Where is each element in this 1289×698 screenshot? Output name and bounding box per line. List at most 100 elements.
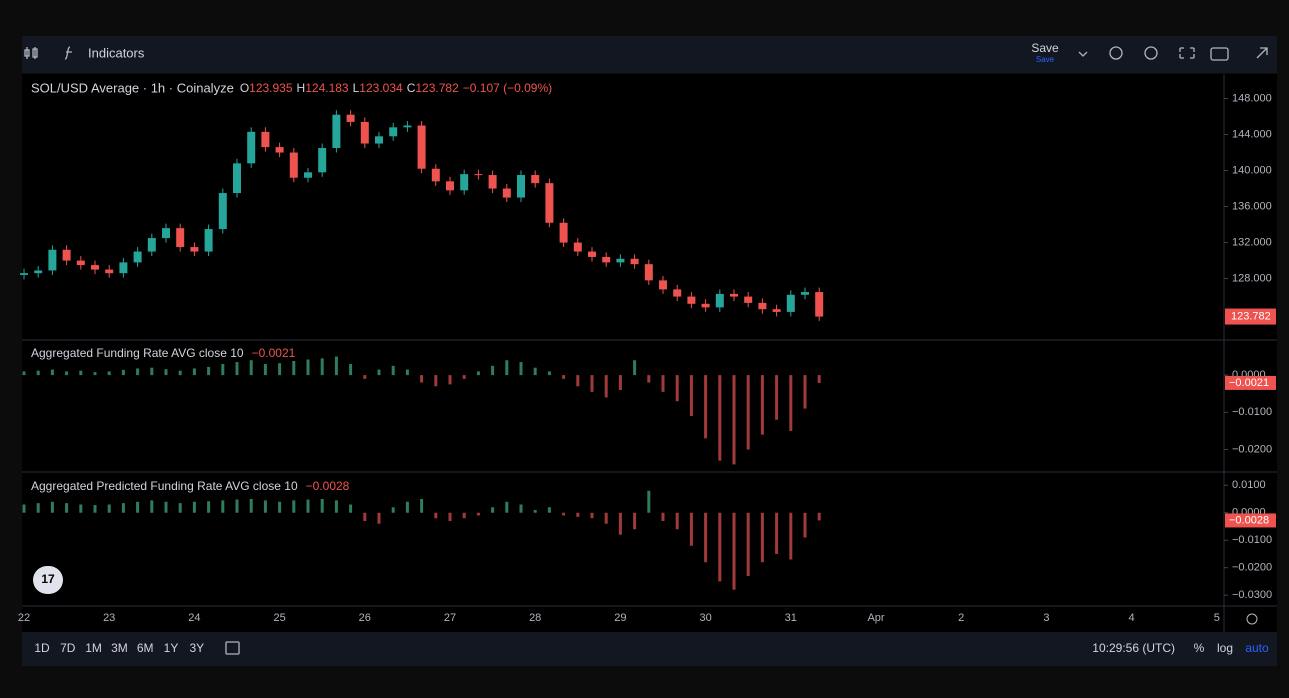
histogram-bar	[476, 512, 480, 516]
candle-body	[531, 175, 540, 184]
ohlc-value: 123.782	[415, 81, 459, 95]
range-button[interactable]: 1M	[85, 641, 102, 655]
candle-body	[431, 168, 440, 182]
candle-body	[573, 242, 582, 252]
x-tick-label: 23	[103, 612, 115, 624]
x-tick-label: 3	[1043, 612, 1049, 624]
histogram-bar	[207, 366, 211, 376]
ohlc-key: C	[407, 81, 416, 95]
y-tick-label: −0.0100	[1232, 406, 1272, 418]
histogram-bar	[760, 512, 764, 563]
candle-body	[48, 249, 57, 271]
histogram-bar	[334, 500, 338, 513]
candle-body	[616, 258, 625, 263]
range-button[interactable]: 3M	[111, 641, 128, 655]
histogram-bar	[491, 507, 495, 513]
histogram-bar	[22, 504, 26, 513]
axis-settings[interactable]	[1246, 613, 1258, 625]
histogram-bar	[647, 490, 651, 513]
bottom-toolbar	[22, 632, 1277, 666]
histogram-bar	[704, 375, 708, 439]
share-icon[interactable]	[1256, 47, 1268, 59]
chart-type-icon[interactable]	[24, 47, 38, 59]
histogram-bar	[363, 512, 367, 521]
candle-body	[786, 294, 795, 312]
toolbar-icons	[24, 46, 1268, 655]
candle-body	[162, 228, 170, 239]
histogram-bar	[391, 365, 395, 376]
histogram-bar	[136, 501, 140, 513]
save-status: Save	[1036, 55, 1055, 64]
top-toolbar	[22, 36, 1277, 73]
histogram-bar	[93, 372, 97, 376]
range-button[interactable]: 1Y	[164, 641, 179, 655]
range-button[interactable]: 6M	[137, 641, 154, 655]
candle-body	[588, 251, 596, 257]
chart-area	[22, 74, 1277, 632]
histogram-bar	[349, 363, 353, 376]
candle-body	[176, 228, 185, 248]
search-icon[interactable]	[1109, 46, 1123, 60]
ohlc-key: O	[240, 81, 249, 95]
histogram-bar	[448, 512, 452, 521]
histogram-bar	[633, 360, 637, 376]
histogram-bar	[192, 368, 196, 376]
candle-body	[488, 175, 497, 189]
candle-body	[602, 256, 611, 263]
histogram-bar	[491, 365, 495, 376]
candle-body	[261, 131, 270, 148]
candle-body	[474, 174, 483, 176]
candle-body	[247, 131, 256, 164]
fx-icon[interactable]	[64, 46, 72, 60]
log-toggle[interactable]: log	[1217, 641, 1233, 655]
x-tick-label: 24	[188, 612, 200, 624]
candle-body	[275, 147, 284, 153]
histogram-bar	[292, 500, 296, 513]
indicators-button[interactable]: Indicators	[88, 45, 145, 60]
x-tick-label: 25	[273, 612, 285, 624]
histogram-bar	[22, 371, 26, 376]
camera-icon[interactable]	[1210, 47, 1229, 61]
candle-body	[360, 121, 369, 144]
auto-toggle[interactable]: auto	[1245, 641, 1269, 655]
histogram-bar	[462, 375, 466, 379]
range-button[interactable]: 1D	[34, 641, 50, 655]
histogram-bar	[292, 360, 296, 376]
y-tick-label: 144.000	[1232, 128, 1272, 140]
histogram-bar	[562, 375, 566, 379]
range-button[interactable]: 3Y	[189, 641, 204, 655]
histogram-bar	[178, 503, 182, 513]
save-button[interactable]: Save	[1031, 41, 1059, 55]
histogram-bar	[36, 503, 40, 513]
histogram-bar	[789, 512, 793, 560]
histogram-bar	[263, 500, 267, 513]
candle-body	[233, 163, 241, 194]
histogram-bar	[519, 362, 523, 376]
histogram-bar	[278, 363, 282, 376]
y-tick-label: −0.0200	[1232, 562, 1272, 574]
candle-body	[801, 292, 809, 295]
tv-logo[interactable]	[33, 566, 63, 594]
candle-body	[559, 222, 568, 243]
x-tick-label: Apr	[867, 612, 884, 624]
histogram-bar	[50, 369, 54, 376]
fullscreen-icon[interactable]	[1179, 47, 1195, 59]
candle-body	[133, 251, 142, 263]
date-range-icon[interactable]	[225, 641, 240, 655]
histogram-bar	[519, 504, 523, 513]
histogram-bar	[50, 501, 54, 513]
histogram-bar	[391, 507, 395, 513]
candle-body	[687, 296, 696, 304]
range-button[interactable]: 7D	[60, 641, 76, 655]
candle-body	[659, 280, 667, 290]
histogram-bar	[718, 375, 722, 461]
change: −0.107 (−0.09%)	[463, 81, 552, 95]
save-menu[interactable]	[1078, 51, 1088, 57]
settings-icon[interactable]	[1144, 46, 1158, 60]
histogram-bar	[704, 512, 708, 563]
histogram-bar	[448, 375, 452, 385]
histogram-bar	[93, 505, 97, 513]
histogram-bar	[79, 370, 83, 376]
percent-toggle[interactable]: %	[1194, 641, 1205, 655]
